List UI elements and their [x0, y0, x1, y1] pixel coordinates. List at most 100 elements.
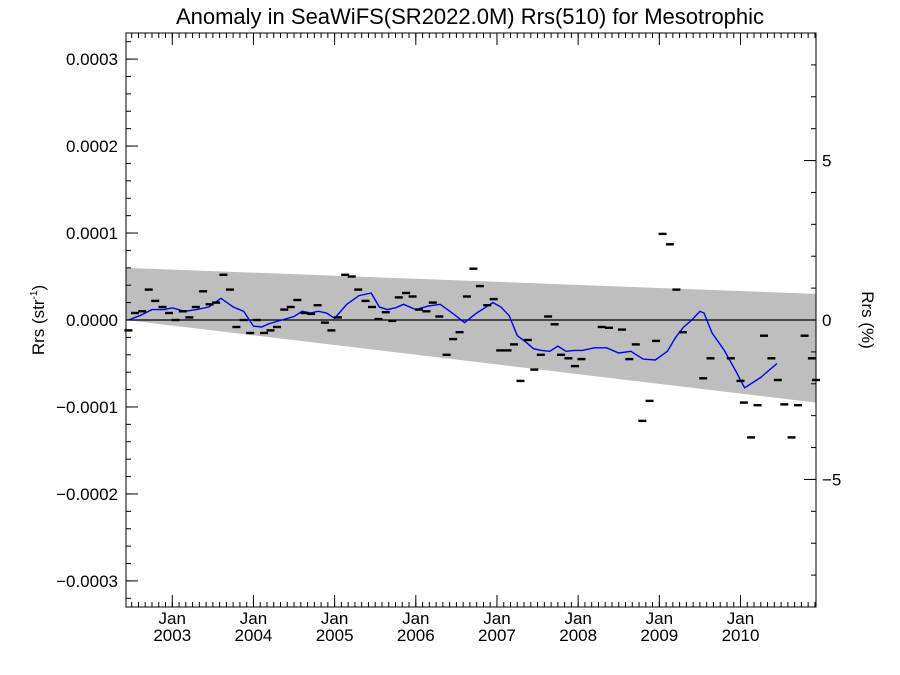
anomaly-marker — [185, 316, 194, 319]
anomaly-marker — [631, 343, 640, 346]
right-axis-label: Rrs (%) — [858, 291, 877, 349]
anomaly-marker — [361, 299, 370, 303]
anomaly-marker — [158, 305, 167, 309]
anomaly-marker — [266, 329, 275, 332]
anomaly-marker — [333, 316, 342, 319]
anomaly-marker — [368, 305, 376, 309]
anomaly-marker — [293, 298, 302, 302]
uncertainty-band — [126, 267, 816, 403]
anomaly-marker — [225, 288, 234, 291]
x-tick-month-label: Jan — [402, 609, 429, 628]
anomaly-marker — [171, 318, 180, 322]
anomaly-marker — [726, 357, 735, 360]
x-tick-year-label: 2008 — [559, 626, 597, 645]
anomaly-marker — [408, 295, 417, 298]
anomaly-marker — [638, 419, 647, 423]
anomaly-marker — [605, 326, 613, 329]
anomaly-marker — [489, 297, 498, 301]
left-tick-label: −0.0002 — [56, 485, 118, 504]
anomaly-marker — [767, 357, 776, 360]
x-tick-year-label: 2006 — [397, 626, 435, 645]
anomaly-marker — [138, 310, 147, 313]
anomaly-marker — [199, 290, 208, 293]
anomaly-marker — [212, 301, 221, 304]
plot-area: 0.0003 0.0002 0.0001 0.0000 −0.0001 −0.0002 −0… — [56, 32, 841, 645]
left-axis-label-sup: -1 — [29, 290, 40, 299]
anomaly-marker — [347, 275, 356, 278]
anomaly-marker — [388, 319, 397, 323]
anomaly-marker — [699, 377, 708, 380]
anomaly-marker — [144, 288, 153, 291]
anomaly-marker — [307, 312, 316, 316]
anomaly-marker — [130, 311, 139, 315]
right-tick-label: 0 — [822, 311, 831, 330]
anomaly-marker — [658, 232, 667, 236]
x-tick-year-label: 2007 — [478, 626, 516, 645]
anomaly-marker — [503, 349, 512, 352]
anomaly-marker — [475, 284, 484, 288]
anomaly-marker — [536, 353, 545, 356]
anomaly-marker — [747, 436, 756, 439]
anomaly-marker — [780, 403, 789, 406]
anomaly-marker — [550, 323, 559, 326]
anomaly-marker — [787, 436, 796, 439]
anomaly-marker — [435, 315, 444, 318]
anomaly-marker — [381, 311, 390, 314]
anomaly-marker — [273, 325, 281, 329]
anomaly-marker — [570, 364, 579, 368]
running-mean-line — [128, 292, 778, 389]
anomaly-marker — [402, 291, 411, 295]
anomaly-marker — [618, 328, 626, 331]
right-tick-label: 5 — [822, 152, 831, 171]
anomaly-marker — [672, 288, 681, 291]
anomaly-marker — [645, 399, 654, 403]
anomaly-marker — [232, 325, 241, 329]
anomaly-marker — [483, 304, 492, 307]
left-tick-label: −0.0003 — [56, 572, 118, 591]
x-tick-month-label: Jan — [240, 609, 267, 628]
anomaly-marker — [374, 317, 383, 321]
anomaly-marker — [422, 310, 431, 313]
x-tick-year-label: 2005 — [316, 626, 354, 645]
anomaly-marker — [354, 288, 363, 291]
anomaly-marker — [415, 308, 423, 311]
anomaly-marker — [577, 357, 586, 361]
x-tick-month-label: Jan — [646, 609, 673, 628]
anomaly-marker — [773, 378, 782, 382]
left-axis-label: Rrs (str-1) — [29, 285, 48, 355]
anomaly-marker — [462, 295, 471, 298]
anomaly-marker — [252, 318, 261, 322]
anomaly-marker — [544, 315, 553, 318]
left-tick-label: 0.0000 — [66, 311, 118, 330]
x-tick-month-label: Jan — [159, 609, 186, 628]
anomaly-marker — [219, 273, 228, 276]
anomaly-marker — [523, 338, 532, 342]
anomaly-marker — [178, 310, 187, 313]
anomaly-marker — [794, 404, 803, 407]
anomaly-marker — [516, 379, 525, 383]
anomaly-marker — [205, 303, 214, 306]
anomaly-marker — [320, 321, 329, 324]
x-tick-month-label: Jan — [483, 609, 510, 628]
chart-title: Anomaly in SeaWiFS(SR2022.0M) Rrs(510) f… — [176, 4, 764, 29]
x-tick-month-label: Jan — [564, 609, 591, 628]
left-tick-label: 0.0003 — [66, 50, 118, 69]
anomaly-marker — [151, 299, 160, 303]
anomaly-marker — [625, 357, 634, 361]
anomaly-marker — [124, 329, 133, 332]
anomaly-marker — [191, 305, 200, 309]
right-tick-label: −5 — [822, 470, 841, 489]
x-tick-month-label: Jan — [727, 609, 754, 628]
anomaly-marker — [739, 401, 748, 404]
anomaly-marker — [753, 404, 762, 407]
anomaly-marker — [760, 334, 768, 337]
anomaly-marker — [341, 273, 350, 276]
x-tick-month-label: Jan — [321, 609, 348, 628]
left-axis-label-base: Rrs (str — [29, 299, 48, 355]
anomaly-marker — [286, 305, 295, 309]
anomaly-marker — [597, 325, 606, 329]
anomaly-marker — [530, 368, 539, 371]
x-tick-year-label: 2004 — [235, 626, 273, 645]
anomaly-marker — [665, 243, 674, 246]
